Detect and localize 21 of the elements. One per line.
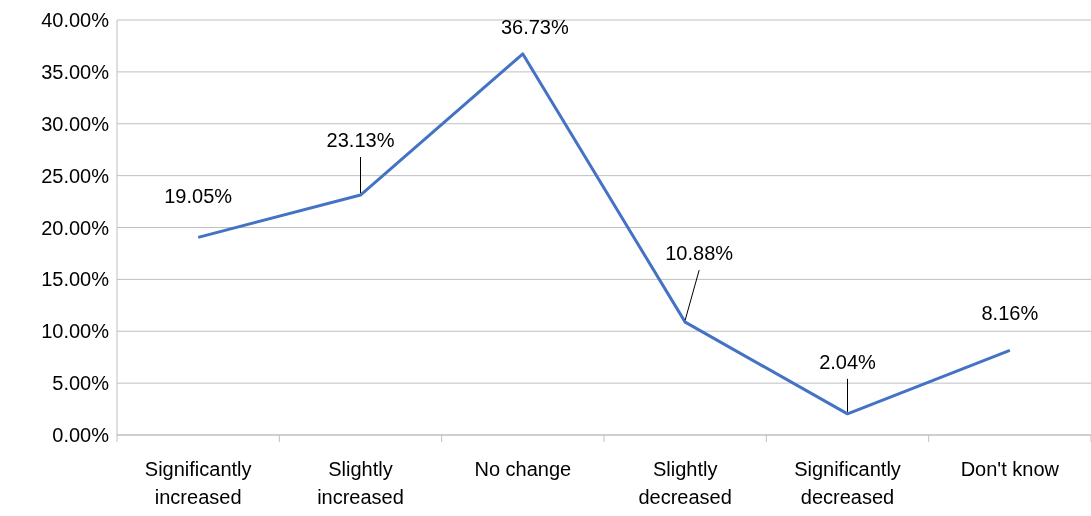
x-tick-label: Slightly decreased [638,458,732,508]
data-label: 36.73% [500,15,569,38]
y-tick-label: 40.00% [41,9,110,31]
y-tick-label: 10.00% [41,320,110,343]
y-tick-label: 5.00% [52,372,110,395]
y-tick-label: 20.00% [41,216,110,239]
data-label: 23.13% [326,129,395,152]
y-tick-label: 30.00% [41,112,110,135]
data-label: 2.04% [819,350,877,373]
x-tick-label: No change [474,458,572,480]
y-tick-label: 15.00% [41,268,110,291]
x-tick-label: Don't know [960,458,1060,480]
x-tick-label: Significantly increased [144,458,252,508]
y-tick-label: 25.00% [41,164,110,187]
data-label: 19.05% [164,185,233,208]
data-label: 10.88% [665,242,734,265]
x-tick-label: Significantly decreased [794,458,901,508]
data-label: 8.16% [981,302,1039,325]
x-tick-label: Slightly increased [317,458,404,508]
y-tick-label: 0.00% [52,424,110,446]
y-tick-label: 35.00% [41,60,110,83]
